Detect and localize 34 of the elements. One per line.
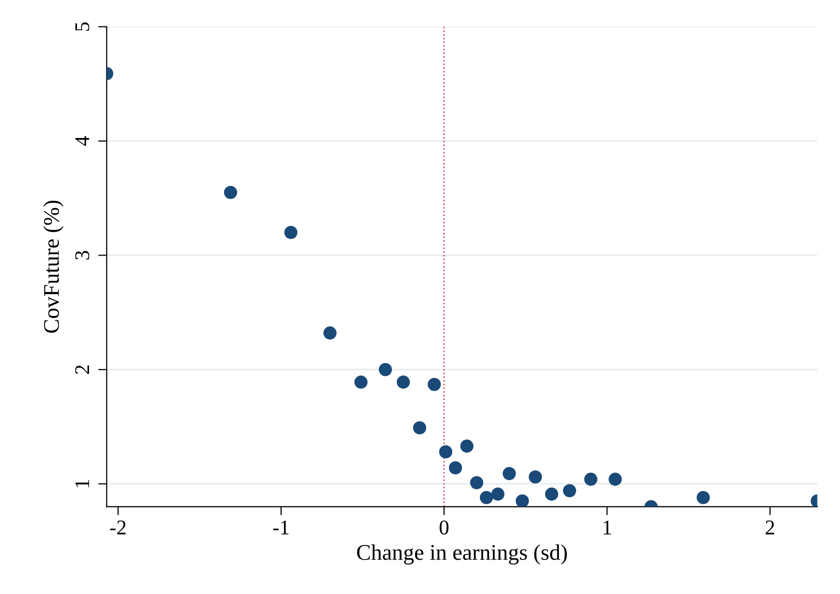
point xyxy=(439,445,452,458)
point xyxy=(562,484,576,498)
x-tick-label: -2 xyxy=(110,520,126,534)
point xyxy=(608,472,622,486)
point xyxy=(491,488,504,501)
point xyxy=(502,466,516,480)
point xyxy=(284,226,298,240)
y-tick-label: 3 xyxy=(75,250,90,260)
point xyxy=(323,326,337,340)
x-tick-label: 1 xyxy=(604,520,612,534)
point xyxy=(545,488,558,501)
point xyxy=(413,421,426,434)
point xyxy=(696,490,710,504)
point xyxy=(378,362,392,376)
x-tick-label: 0 xyxy=(440,520,448,535)
point xyxy=(528,470,542,484)
point xyxy=(460,440,474,453)
x-tick-label: -1 xyxy=(273,520,289,534)
point xyxy=(396,376,410,389)
y-axis-title: CovFuture (%) xyxy=(43,200,64,333)
y-tick-label: 4 xyxy=(75,136,90,146)
y-tick-label: 5 xyxy=(75,22,90,31)
point xyxy=(516,494,529,507)
point xyxy=(470,476,484,490)
point xyxy=(224,186,238,200)
point xyxy=(584,472,598,486)
x-axis-title: Change in earnings (sd) xyxy=(357,544,567,565)
y-tick-label: 2 xyxy=(75,365,90,374)
point xyxy=(480,490,494,504)
point xyxy=(354,376,368,389)
y-tick-label: 1 xyxy=(75,480,90,488)
point xyxy=(448,461,462,474)
point xyxy=(428,378,441,391)
x-tick-label: 2 xyxy=(766,520,774,534)
